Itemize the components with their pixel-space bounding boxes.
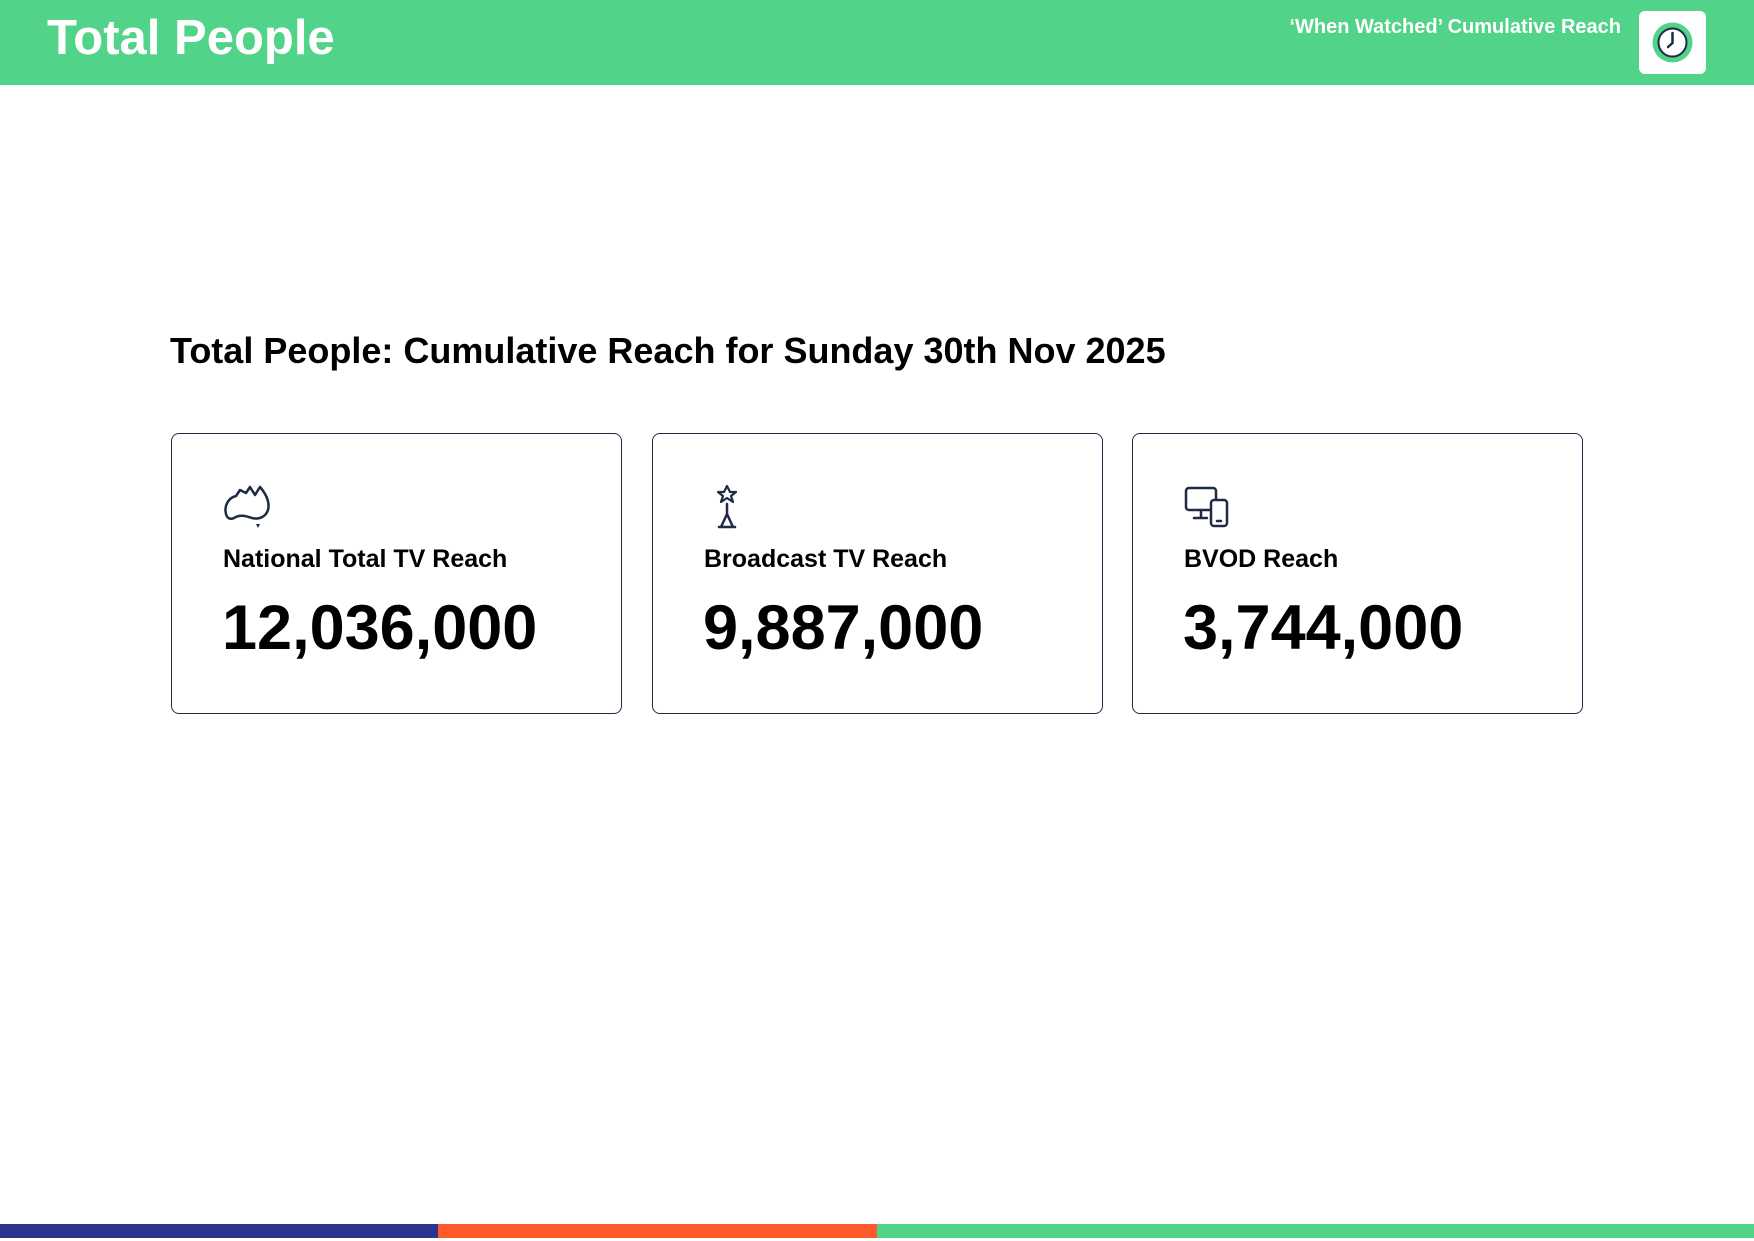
footer-stripe bbox=[0, 1224, 438, 1238]
card-label: Broadcast TV Reach bbox=[704, 545, 948, 573]
reach-card: National Total TV Reach 12,036,000 bbox=[171, 433, 622, 714]
card-label: National Total TV Reach bbox=[223, 545, 508, 573]
clock-icon bbox=[1652, 22, 1693, 63]
australia-icon bbox=[224, 485, 270, 528]
card-value: 3,744,000 bbox=[1183, 593, 1464, 663]
broadcast-icon bbox=[716, 484, 738, 529]
devices-icon bbox=[1184, 486, 1229, 528]
section-heading: Total People: Cumulative Reach for Sunda… bbox=[170, 330, 1166, 371]
footer-stripe bbox=[877, 1224, 1754, 1238]
footer-stripe bbox=[438, 1224, 877, 1238]
page-subtitle: ‘When Watched’ Cumulative Reach bbox=[1289, 16, 1621, 38]
reach-card: Broadcast TV Reach 9,887,000 bbox=[652, 433, 1103, 714]
header-bar: Total People ‘When Watched’ Cumulative R… bbox=[0, 0, 1754, 85]
card-value: 12,036,000 bbox=[222, 593, 538, 663]
reach-card: BVOD Reach 3,744,000 bbox=[1132, 433, 1583, 714]
card-value: 9,887,000 bbox=[703, 593, 984, 663]
page-title: Total People bbox=[47, 11, 335, 65]
card-label: BVOD Reach bbox=[1184, 545, 1339, 573]
logo bbox=[1639, 11, 1706, 74]
